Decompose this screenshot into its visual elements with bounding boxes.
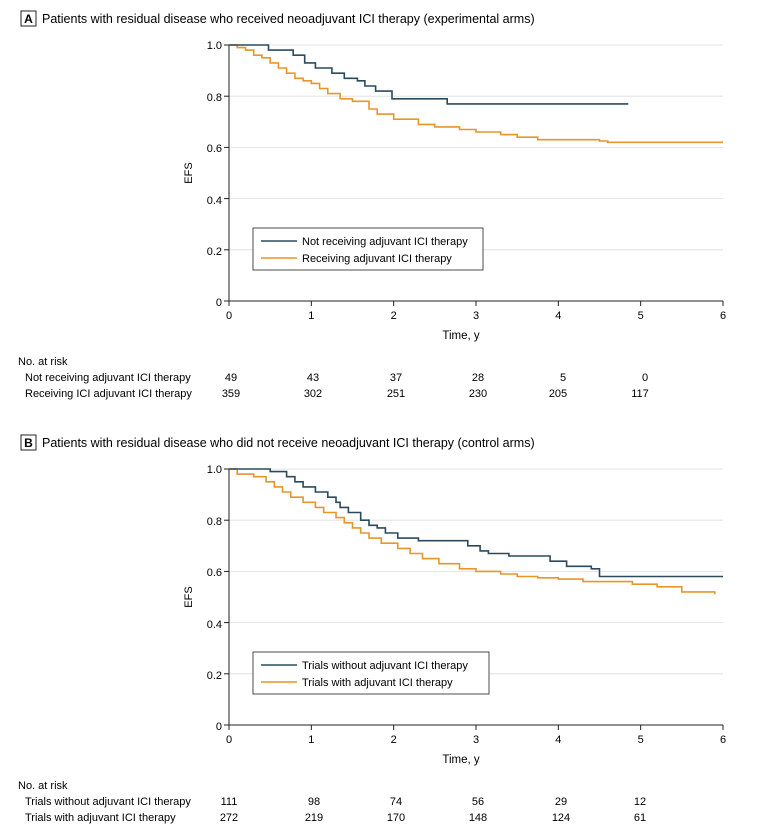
y-axis-label: EFS: [183, 586, 195, 607]
y-tick-label: 0: [216, 297, 222, 309]
risk-count: 49: [225, 372, 237, 384]
panel-letter-box: [20, 434, 37, 451]
risk-count: 148: [469, 812, 487, 824]
y-tick-label: 1.0: [207, 40, 222, 52]
y-tick-label: 0.6: [207, 143, 222, 155]
risk-table-header: No. at risk: [18, 780, 68, 792]
risk-count: 29: [555, 796, 567, 808]
risk-count: 251: [387, 388, 405, 400]
risk-count: 124: [552, 812, 570, 824]
panel-b: B Patients with residual disease who did…: [18, 434, 726, 824]
panel-title: Patients with residual disease who recei…: [42, 12, 535, 26]
x-tick-label: 6: [720, 734, 726, 746]
x-axis-label: Time, y: [442, 330, 480, 342]
risk-count: 170: [387, 812, 405, 824]
x-tick-label: 4: [555, 310, 561, 322]
y-tick-label: 0.8: [207, 92, 222, 104]
risk-count: 272: [220, 812, 238, 824]
legend-box: [252, 227, 484, 271]
km-curve-navy: [229, 468, 723, 578]
x-tick-label: 2: [391, 310, 397, 322]
risk-count: 98: [308, 796, 320, 808]
risk-count: 74: [390, 796, 402, 808]
legend-box: [252, 651, 490, 695]
panel-title: Patients with residual disease who did n…: [42, 436, 535, 450]
x-tick-label: 5: [638, 734, 644, 746]
x-tick-label: 5: [638, 310, 644, 322]
risk-row-label: Receiving ICI adjuvant ICI therapy: [25, 388, 192, 400]
risk-count: 43: [307, 372, 319, 384]
y-axis-label: EFS: [183, 162, 195, 183]
panel-letter-box: [20, 10, 37, 27]
legend-entry: Not receiving adjuvant ICI therapy: [302, 236, 468, 248]
risk-count: 205: [549, 388, 567, 400]
panel-letter: B: [24, 436, 33, 450]
risk-count: 111: [221, 796, 238, 808]
y-tick-label: 0.8: [207, 516, 222, 528]
risk-count: 302: [304, 388, 322, 400]
legend: Trials without adjuvant ICI therapy Tria…: [252, 651, 490, 695]
risk-count: 61: [634, 812, 646, 824]
risk-count: 117: [631, 388, 649, 400]
panel-a: A Patients with residual disease who rec…: [18, 10, 726, 400]
legend-entry: Trials without adjuvant ICI therapy: [302, 660, 468, 672]
plot-area: [224, 44, 724, 306]
risk-count: 28: [472, 372, 484, 384]
risk-row-label: Trials without adjuvant ICI therapy: [25, 796, 191, 808]
risk-count: 359: [222, 388, 240, 400]
risk-count: 5: [560, 372, 566, 384]
x-tick-label: 0: [226, 310, 232, 322]
y-tick-label: 0.2: [207, 246, 222, 258]
x-tick-label: 3: [473, 310, 479, 322]
y-tick-label: 0.6: [207, 567, 222, 579]
risk-count: 37: [390, 372, 402, 384]
y-tick-label: 1.0: [207, 464, 222, 476]
x-tick-label: 1: [308, 310, 314, 322]
x-tick-label: 0: [226, 734, 232, 746]
km-curve-orange: [229, 44, 723, 144]
risk-count: 0: [642, 372, 648, 384]
risk-row-label: Not receiving adjuvant ICI therapy: [25, 372, 191, 384]
x-tick-label: 4: [555, 734, 561, 746]
legend: Not receiving adjuvant ICI therapy Recei…: [252, 227, 484, 271]
km-curve-orange: [229, 468, 716, 595]
risk-table: No. at risk Not receiving adjuvant ICI t…: [18, 356, 649, 400]
risk-count: 230: [469, 388, 487, 400]
x-tick-label: 1: [308, 734, 314, 746]
y-tick-label: 0: [216, 721, 222, 733]
y-tick-label: 0.2: [207, 670, 222, 682]
risk-count: 219: [305, 812, 323, 824]
legend-entry: Trials with adjuvant ICI therapy: [302, 677, 453, 689]
risk-count: 56: [472, 796, 484, 808]
risk-count: 12: [634, 796, 646, 808]
x-tick-label: 6: [720, 310, 726, 322]
x-tick-label: 3: [473, 734, 479, 746]
y-tick-label: 0.4: [207, 195, 222, 207]
risk-row-label: Trials with adjuvant ICI therapy: [25, 812, 176, 824]
risk-table: No. at risk Trials without adjuvant ICI …: [18, 780, 646, 824]
y-tick-label: 0.4: [207, 619, 222, 631]
km-curve-navy: [229, 44, 629, 105]
risk-table-header: No. at risk: [18, 356, 68, 368]
x-tick-label: 2: [391, 734, 397, 746]
x-axis-label: Time, y: [442, 754, 480, 766]
legend-entry: Receiving adjuvant ICI therapy: [302, 253, 452, 265]
panel-letter: A: [24, 12, 33, 26]
